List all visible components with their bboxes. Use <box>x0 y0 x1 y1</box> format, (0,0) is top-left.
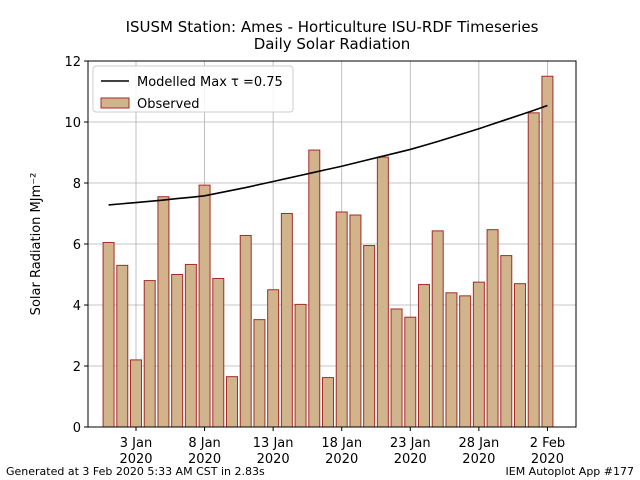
bar <box>253 319 266 428</box>
bar <box>418 284 430 428</box>
bar <box>184 263 197 428</box>
footer-right: IEM Autoplot App #177 <box>506 465 635 478</box>
y-tick-label: 10 <box>64 116 81 131</box>
bar <box>294 303 307 428</box>
y-tick-label: 6 <box>73 238 81 253</box>
plot-frame <box>87 60 577 428</box>
legend-box <box>92 65 294 113</box>
bar <box>116 264 129 428</box>
bar <box>459 295 472 428</box>
bar <box>335 211 348 428</box>
bar <box>226 376 238 428</box>
bar <box>404 316 417 428</box>
x-tick-label: 2 Feb 2020 <box>530 436 565 467</box>
x-tick-label: 8 Jan 2020 <box>188 436 221 467</box>
bar <box>541 75 554 428</box>
bar <box>143 280 156 428</box>
bar <box>157 196 170 428</box>
x-tick-label: 18 Jan 2020 <box>321 436 362 467</box>
bar <box>472 281 485 428</box>
x-tick-label: 23 Jan 2020 <box>390 436 431 467</box>
chart-title: ISUSM Station: Ames - Horticulture ISU-R… <box>126 18 539 36</box>
bar <box>267 289 280 428</box>
y-tick-label: 2 <box>73 360 81 375</box>
bar <box>349 214 362 428</box>
x-tick-label: 13 Jan 2020 <box>253 436 294 467</box>
bar <box>130 359 142 428</box>
bar <box>322 377 334 428</box>
chart-subtitle: Daily Solar Radiation <box>254 35 411 53</box>
bar <box>514 283 526 428</box>
bar <box>171 274 184 428</box>
y-tick-label: 4 <box>73 299 81 314</box>
y-tick-label: 8 <box>73 177 81 192</box>
bar <box>363 245 376 428</box>
bar <box>527 112 540 428</box>
footer-left: Generated at 3 Feb 2020 5:33 AM CST in 2… <box>6 465 265 478</box>
bar <box>102 241 115 428</box>
bar <box>500 255 513 428</box>
bar <box>198 184 211 428</box>
legend-swatch <box>100 97 130 109</box>
y-tick-label: 12 <box>64 55 81 70</box>
legend-label: Modelled Max τ =0.75 <box>137 75 283 90</box>
x-tick-label: 28 Jan 2020 <box>458 436 499 467</box>
bar <box>239 234 252 428</box>
bar <box>376 156 389 428</box>
bar <box>431 230 444 428</box>
x-tick-label: 3 Jan 2020 <box>119 436 152 467</box>
y-axis-label: Solar Radiation MJm⁻² <box>29 173 44 316</box>
y-tick-label: 0 <box>73 421 81 436</box>
bar <box>212 277 225 428</box>
legend-label: Observed <box>137 97 200 112</box>
bar <box>280 213 293 428</box>
bar <box>308 149 321 428</box>
line <box>108 104 548 206</box>
bar <box>486 229 499 428</box>
bar <box>445 292 458 428</box>
bar <box>390 308 403 428</box>
